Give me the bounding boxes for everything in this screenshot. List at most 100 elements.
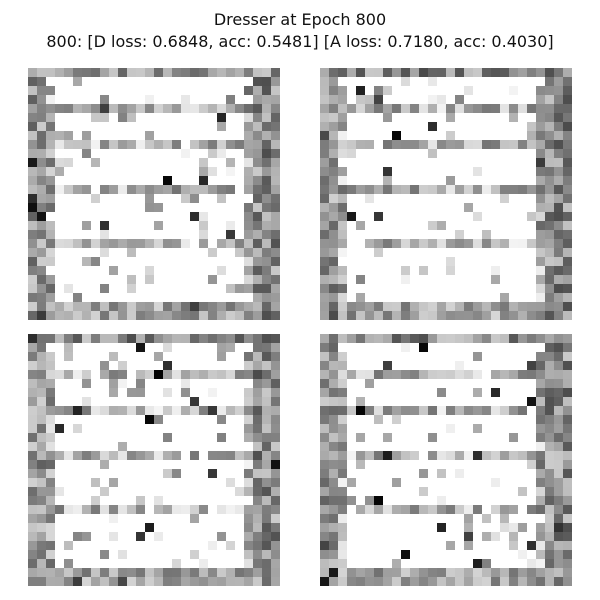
pixel: [172, 311, 182, 320]
pixel: [73, 185, 83, 195]
pixel: [338, 194, 348, 204]
pixel: [554, 158, 564, 168]
pixel: [347, 334, 357, 344]
pixel: [554, 203, 564, 213]
pixel: [271, 311, 280, 320]
pixel: [392, 478, 402, 488]
pixel: [262, 302, 272, 312]
pixel: [271, 221, 280, 231]
pixel: [253, 451, 263, 461]
pixel: [253, 140, 263, 150]
pixel: [100, 550, 110, 560]
pixel: [473, 568, 483, 578]
pixel: [271, 176, 280, 186]
pixel: [271, 140, 280, 150]
pixel: [262, 266, 272, 276]
pixel: [437, 185, 447, 195]
pixel: [554, 68, 564, 78]
pixel: [545, 158, 555, 168]
pixel: [37, 388, 47, 398]
pixel: [109, 68, 119, 78]
pixel: [356, 406, 366, 416]
pixel: [55, 239, 65, 249]
pixel: [145, 370, 155, 380]
pixel: [271, 257, 280, 267]
pixel: [320, 95, 330, 105]
pixel: [338, 541, 348, 551]
pixel: [37, 113, 47, 123]
pixel: [446, 176, 456, 186]
pixel: [527, 122, 537, 132]
pixel: [536, 523, 546, 533]
pixel: [401, 343, 411, 353]
pixel: [262, 577, 272, 586]
pixel: [253, 379, 263, 389]
pixel: [199, 302, 209, 312]
pixel: [82, 568, 92, 578]
pixel: [410, 334, 420, 344]
pixel: [235, 248, 245, 258]
pixel: [271, 541, 280, 551]
pixel: [554, 388, 564, 398]
pixel: [383, 505, 393, 515]
pixel: [347, 478, 357, 488]
pixel: [536, 568, 546, 578]
pixel: [217, 505, 227, 515]
pixel: [244, 523, 254, 533]
pixel: [190, 140, 200, 150]
pixel: [464, 577, 474, 586]
pixel: [28, 293, 38, 303]
pixel: [190, 514, 200, 524]
pixel: [37, 167, 47, 177]
pixel: [136, 68, 146, 78]
pixel: [109, 302, 119, 312]
pixel: [208, 302, 218, 312]
pixel: [410, 568, 420, 578]
pixel: [181, 149, 191, 159]
pixel: [419, 370, 429, 380]
pixel: [446, 185, 456, 195]
pixel: [329, 541, 339, 551]
pixel: [365, 140, 375, 150]
pixel: [253, 478, 263, 488]
pixel: [64, 185, 74, 195]
pixel: [244, 532, 254, 542]
pixel: [437, 406, 447, 416]
pixel: [554, 523, 564, 533]
pixel: [154, 451, 164, 461]
pixel: [401, 185, 411, 195]
pixel: [262, 257, 272, 267]
pixel: [208, 140, 218, 150]
pixel: [100, 451, 110, 461]
pixel: [545, 442, 555, 452]
pixel: [374, 311, 384, 320]
pixel: [329, 257, 339, 267]
pixel: [64, 370, 74, 380]
pixel: [253, 149, 263, 159]
pixel: [28, 361, 38, 371]
pixel: [500, 68, 510, 78]
pixel: [226, 311, 236, 320]
pixel: [163, 451, 173, 461]
pixel: [217, 194, 227, 204]
pixel: [320, 532, 330, 542]
pixel: [473, 352, 483, 362]
pixel: [244, 86, 254, 96]
pixel: [455, 568, 465, 578]
pixel: [437, 451, 447, 461]
pixel: [545, 541, 555, 551]
pixel: [109, 311, 119, 320]
pixel: [100, 361, 110, 371]
pixel: [37, 460, 47, 470]
pixel: [127, 311, 137, 320]
pixel: [28, 257, 38, 267]
pixel: [262, 478, 272, 488]
pixel: [329, 487, 339, 497]
pixel: [262, 203, 272, 213]
pixel: [446, 424, 456, 434]
pixel: [536, 311, 546, 320]
pixel: [262, 68, 272, 78]
pixel: [235, 140, 245, 150]
pixel: [527, 140, 537, 150]
pixel: [320, 131, 330, 141]
